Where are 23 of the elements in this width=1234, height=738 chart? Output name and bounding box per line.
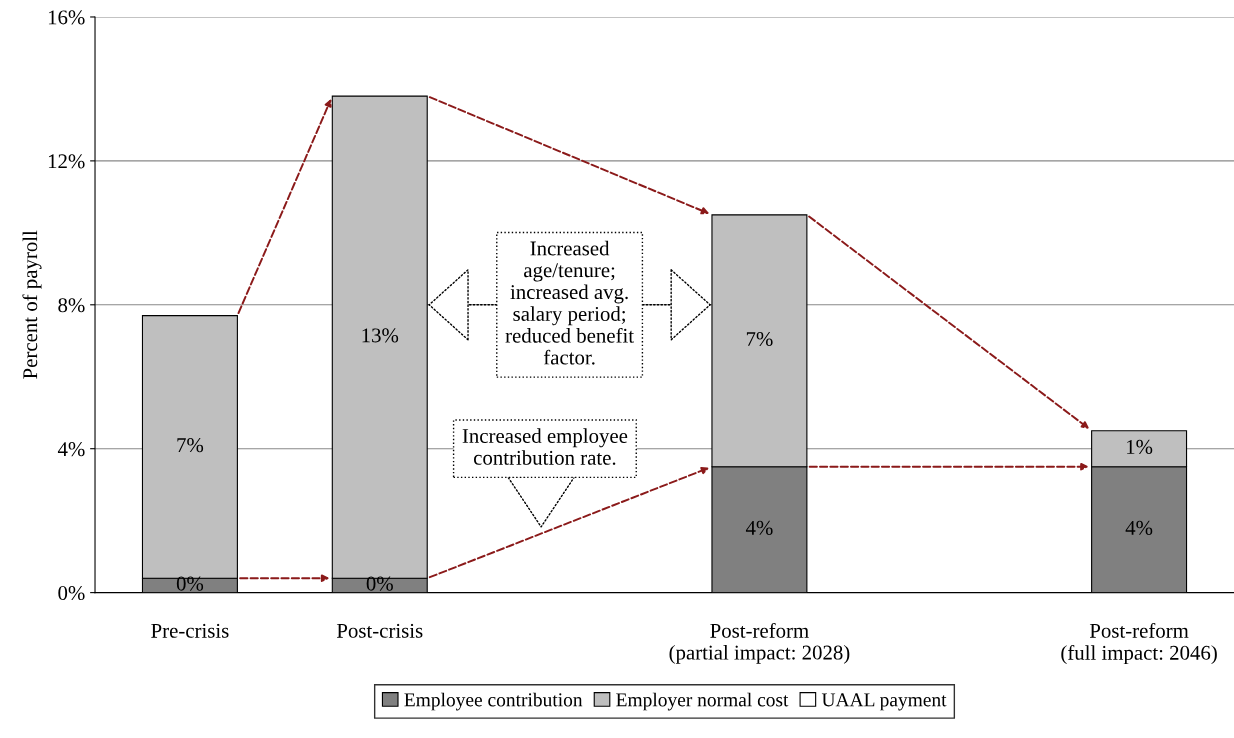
annotation: Increased age/tenure; increased avg. salary period; reduced benefit factor. <box>505 240 634 365</box>
legend-label: UAAL payment <box>821 693 947 711</box>
x-tick-label: Pre-crisis <box>151 623 229 638</box>
legend-label: Employer normal cost <box>616 692 789 711</box>
x-tick-label: Post-reform (partial impact: 2028) <box>669 622 850 664</box>
data-label: 4% <box>745 520 773 535</box>
data-label: 13% <box>362 328 399 343</box>
y-axis-title: Percent of payroll <box>22 230 42 379</box>
data-label: 0% <box>176 576 204 591</box>
y-tick-label: 12% <box>48 154 85 169</box>
annotation: Increased employee contribution rate. <box>462 428 628 465</box>
data-label: 7% <box>177 438 204 453</box>
x-tick-label: Post-reform (full impact: 2046) <box>1061 622 1217 665</box>
legend-label: Employee contribution <box>404 692 583 711</box>
data-label: 1% <box>1127 439 1153 454</box>
y-tick-label: 0% <box>58 585 85 601</box>
x-tick-label: Post-crisis <box>336 623 423 638</box>
data-label: 0% <box>366 576 393 591</box>
y-tick-label: 4% <box>57 442 85 457</box>
data-label: 7% <box>746 331 773 347</box>
y-tick-label: 8% <box>58 298 85 313</box>
data-label: 4% <box>1125 520 1153 535</box>
y-tick-label: 16% <box>48 10 85 25</box>
